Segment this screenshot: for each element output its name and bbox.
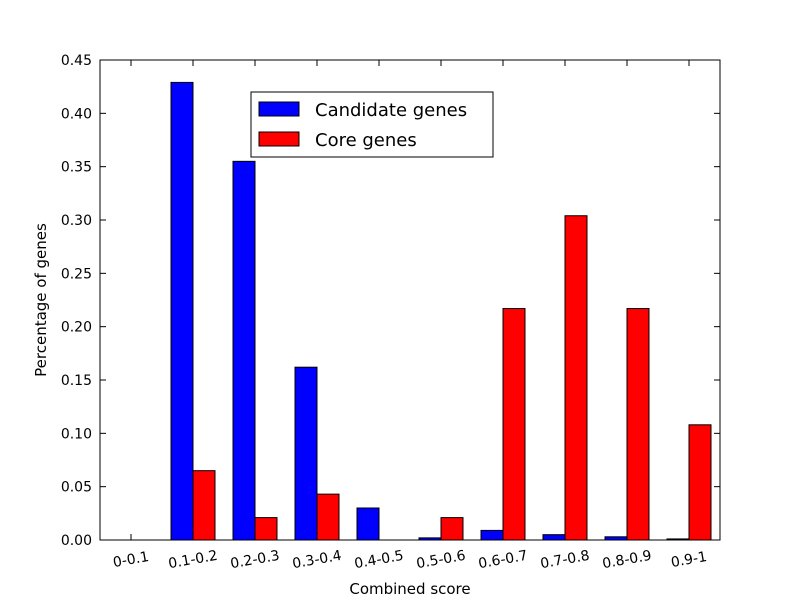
- x-tick-label: 0.5-0.6: [415, 548, 467, 572]
- x-tick-label: 0.7-0.8: [539, 548, 591, 572]
- y-tick-label: 0.45: [61, 53, 92, 69]
- legend-label-core: Core genes: [315, 130, 417, 151]
- y-tick-label: 0.10: [61, 426, 92, 442]
- y-tick-label: 0.15: [61, 373, 92, 389]
- bar-core-0.8-0.9: [626, 308, 650, 541]
- bar-core-0.5-0.6: [440, 517, 464, 541]
- bar-candidate-0.7-0.8: [542, 534, 566, 541]
- y-tick-label: 0.05: [61, 480, 92, 496]
- x-tick-label: 0.8-0.9: [601, 548, 653, 572]
- y-tick-label: 0.20: [61, 320, 92, 336]
- x-tick-label: 0.3-0.4: [291, 548, 343, 572]
- x-tick-label: 0.9-1: [670, 549, 708, 571]
- x-tick-label: 0.2-0.3: [229, 548, 281, 572]
- y-tick-label: 0.35: [61, 160, 92, 176]
- y-tick-label: 0.25: [61, 266, 92, 282]
- bar-core-0.6-0.7: [502, 308, 526, 541]
- bar-candidate-0.6-0.7: [480, 529, 504, 541]
- bar-candidate-0.3-0.4: [294, 366, 318, 541]
- bar-candidate-0.4-0.5: [356, 507, 380, 541]
- bar-core-0.2-0.3: [254, 517, 278, 541]
- bar-core-0.9-1: [688, 424, 712, 541]
- legend-label-candidate: Candidate genes: [315, 100, 467, 121]
- bar-candidate-0.2-0.3: [232, 160, 256, 541]
- x-tick-label: 0.6-0.7: [477, 548, 529, 572]
- bar-core-0.7-0.8: [564, 215, 588, 541]
- bar-candidate-0.1-0.2: [170, 81, 194, 541]
- y-axis-ticks: 0.00 0.05 0.10 0.15 0.20 0.25 0.30 0.35 0.40 0.45: [61, 53, 720, 549]
- legend-swatch-core: [258, 131, 300, 147]
- bar-core-0.3-0.4: [316, 493, 340, 541]
- legend-swatch-candidate: [258, 101, 300, 117]
- x-tick-label: 0.4-0.5: [353, 548, 405, 572]
- bars-layer: [170, 81, 712, 541]
- x-tick-label: 0-0.1: [112, 549, 150, 571]
- y-tick-label: 0.30: [61, 213, 92, 229]
- y-tick-label: 0.00: [61, 533, 92, 549]
- bar-core-0.1-0.2: [192, 470, 216, 541]
- y-tick-label: 0.40: [61, 106, 92, 122]
- plot-frame: [99, 59, 721, 541]
- x-axis-label: Combined score: [349, 580, 470, 598]
- y-axis-label: Percentage of genes: [32, 223, 50, 377]
- x-tick-label: 0.1-0.2: [167, 548, 219, 572]
- legend: Candidate genes Core genes: [250, 91, 494, 158]
